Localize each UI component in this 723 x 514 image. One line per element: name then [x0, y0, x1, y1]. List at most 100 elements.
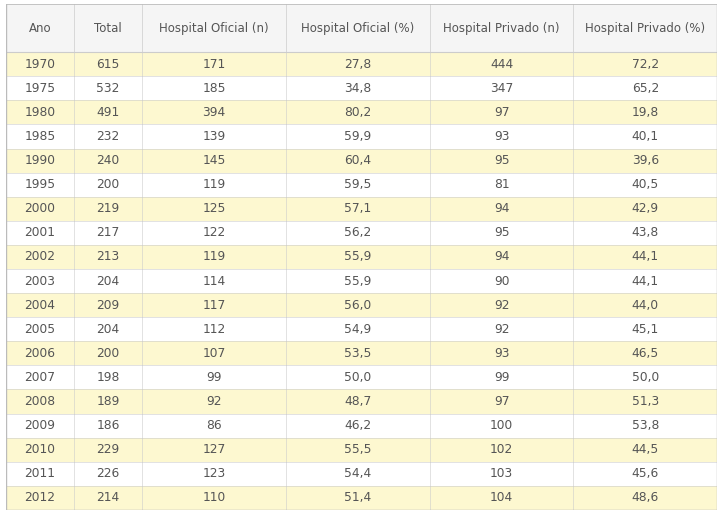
Text: 1990: 1990: [25, 154, 56, 167]
Bar: [6, 197, 717, 221]
Text: 145: 145: [202, 154, 226, 167]
Text: 217: 217: [96, 226, 120, 240]
Text: 97: 97: [494, 395, 509, 408]
Bar: [6, 462, 717, 486]
Text: 117: 117: [202, 299, 226, 311]
Text: 171: 171: [202, 58, 226, 71]
Text: 40,5: 40,5: [632, 178, 659, 191]
Text: 56,2: 56,2: [344, 226, 372, 240]
Text: 34,8: 34,8: [344, 82, 372, 95]
Text: 44,1: 44,1: [632, 274, 659, 287]
Text: 51,4: 51,4: [344, 491, 372, 504]
Text: 2003: 2003: [25, 274, 56, 287]
Text: 2010: 2010: [25, 443, 56, 456]
Text: 122: 122: [202, 226, 226, 240]
Text: 232: 232: [96, 130, 120, 143]
Text: Total: Total: [94, 22, 122, 34]
Text: 213: 213: [96, 250, 120, 264]
Text: 214: 214: [96, 491, 120, 504]
Text: 44,0: 44,0: [632, 299, 659, 311]
Text: 90: 90: [494, 274, 509, 287]
Text: 55,5: 55,5: [344, 443, 372, 456]
Text: 94: 94: [494, 202, 509, 215]
Text: 2002: 2002: [25, 250, 56, 264]
Text: 44,1: 44,1: [632, 250, 659, 264]
Text: 60,4: 60,4: [344, 154, 372, 167]
Text: 112: 112: [202, 323, 226, 336]
Text: 86: 86: [206, 419, 222, 432]
Text: 119: 119: [202, 178, 226, 191]
Text: 99: 99: [206, 371, 222, 384]
Text: 200: 200: [96, 347, 120, 360]
Text: 491: 491: [96, 106, 120, 119]
Text: 2008: 2008: [25, 395, 56, 408]
Text: 2012: 2012: [25, 491, 56, 504]
Text: 44,5: 44,5: [632, 443, 659, 456]
Text: 532: 532: [96, 82, 120, 95]
Text: 200: 200: [96, 178, 120, 191]
Text: 107: 107: [202, 347, 226, 360]
Text: 55,9: 55,9: [344, 274, 372, 287]
Text: 95: 95: [494, 226, 510, 240]
Text: 39,6: 39,6: [632, 154, 659, 167]
Text: 1995: 1995: [25, 178, 56, 191]
Text: 92: 92: [494, 323, 509, 336]
Text: 42,9: 42,9: [632, 202, 659, 215]
Text: 92: 92: [206, 395, 222, 408]
Text: 119: 119: [202, 250, 226, 264]
Bar: [6, 124, 717, 149]
Text: 51,3: 51,3: [632, 395, 659, 408]
Bar: [6, 365, 717, 390]
Text: 65,2: 65,2: [632, 82, 659, 95]
Text: 104: 104: [490, 491, 513, 504]
Text: 53,8: 53,8: [632, 419, 659, 432]
Bar: [6, 341, 717, 365]
Text: 110: 110: [202, 491, 226, 504]
Text: 103: 103: [490, 467, 513, 480]
Bar: [6, 4, 717, 52]
Text: 2011: 2011: [25, 467, 56, 480]
Text: 93: 93: [494, 130, 509, 143]
Text: 226: 226: [96, 467, 120, 480]
Text: 2007: 2007: [25, 371, 56, 384]
Text: 2001: 2001: [25, 226, 56, 240]
Text: 127: 127: [202, 443, 226, 456]
Text: 92: 92: [494, 299, 509, 311]
Text: 240: 240: [96, 154, 120, 167]
Bar: [6, 486, 717, 510]
Text: 2004: 2004: [25, 299, 56, 311]
Bar: [6, 52, 717, 76]
Text: 139: 139: [202, 130, 226, 143]
Text: 48,7: 48,7: [344, 395, 372, 408]
Text: 50,0: 50,0: [344, 371, 372, 384]
Text: 43,8: 43,8: [632, 226, 659, 240]
Text: 2005: 2005: [25, 323, 56, 336]
Text: 189: 189: [96, 395, 120, 408]
Text: 185: 185: [202, 82, 226, 95]
Text: 81: 81: [494, 178, 510, 191]
Text: Hospital Oficial (%): Hospital Oficial (%): [301, 22, 414, 34]
Text: 19,8: 19,8: [632, 106, 659, 119]
Text: 45,6: 45,6: [632, 467, 659, 480]
Text: 2006: 2006: [25, 347, 56, 360]
Text: Hospital Privado (%): Hospital Privado (%): [586, 22, 706, 34]
Text: 99: 99: [494, 371, 509, 384]
Text: 444: 444: [490, 58, 513, 71]
Text: 100: 100: [490, 419, 513, 432]
Text: 615: 615: [96, 58, 120, 71]
Text: 186: 186: [96, 419, 120, 432]
Text: 50,0: 50,0: [632, 371, 659, 384]
Text: 219: 219: [96, 202, 120, 215]
Text: 394: 394: [202, 106, 226, 119]
Text: 102: 102: [490, 443, 513, 456]
Text: 54,4: 54,4: [344, 467, 372, 480]
Text: 198: 198: [96, 371, 120, 384]
Text: 46,5: 46,5: [632, 347, 659, 360]
Text: 45,1: 45,1: [632, 323, 659, 336]
Text: 93: 93: [494, 347, 509, 360]
Text: 347: 347: [490, 82, 513, 95]
Text: 80,2: 80,2: [344, 106, 372, 119]
Text: 209: 209: [96, 299, 120, 311]
Text: 114: 114: [202, 274, 226, 287]
Text: Hospital Privado (n): Hospital Privado (n): [443, 22, 560, 34]
